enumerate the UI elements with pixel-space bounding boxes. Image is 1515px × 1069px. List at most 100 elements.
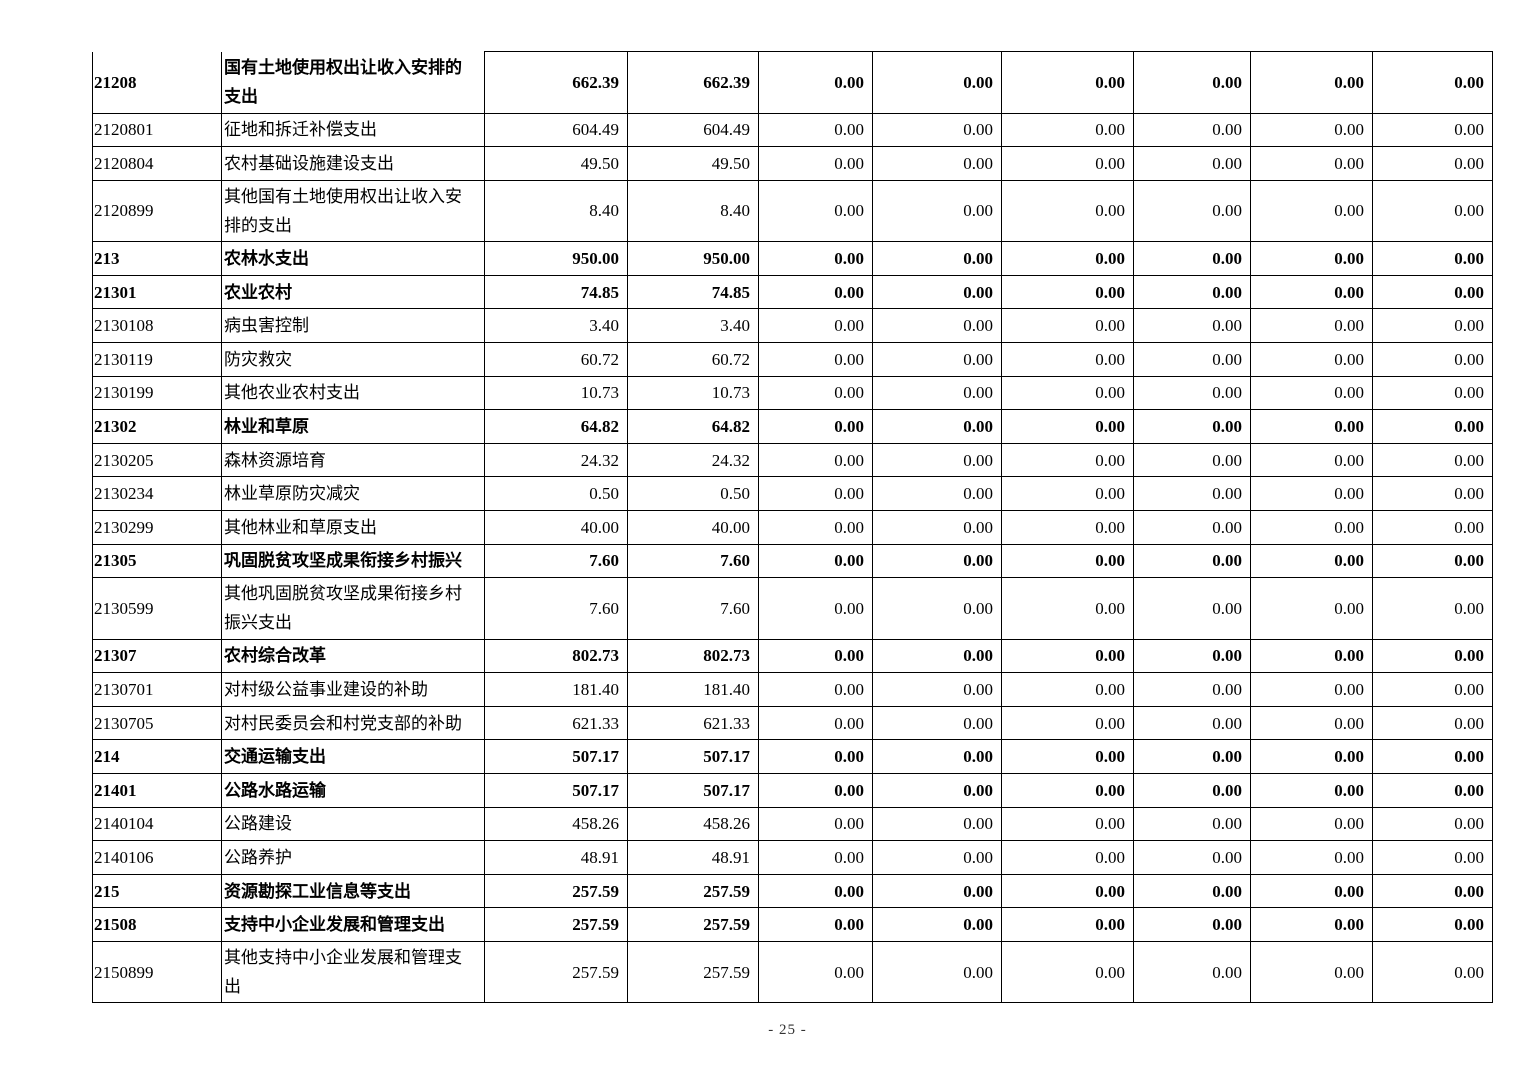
amount-cell: 950.00 <box>484 241 628 276</box>
amount-cell: 0.00 <box>758 705 873 741</box>
amount-cell: 0.00 <box>1001 241 1134 276</box>
amount-cell: 0.00 <box>872 873 1002 909</box>
table-row: 213 农林水支出 950.00 950.00 0.00 0.00 0.00 0.00 0.00… <box>92 241 1493 276</box>
amount-cell: 0.00 <box>1250 179 1373 243</box>
amount-cell: 0.00 <box>872 241 1002 276</box>
table-row: 2130599 其他巩固脱贫攻坚成果衔接乡村振兴支出 7.60 7.60 0.00 0.0… <box>92 577 1493 640</box>
table-row: 2120801 征地和拆迁补偿支出 604.49 604.49 0.00 0.00 0.00… <box>92 112 1493 148</box>
amount-cell: 0.00 <box>758 873 873 909</box>
amount-cell: 0.00 <box>1250 341 1373 377</box>
amount-cell: 0.00 <box>1001 577 1134 640</box>
amount-cell: 257.59 <box>627 940 759 1004</box>
subject-name: 其他国有土地使用权出让收入安排的支出 <box>221 179 485 243</box>
subject-name: 对村民委员会和村党支部的补助 <box>221 705 485 741</box>
amount-cell: 0.50 <box>484 476 628 511</box>
amount-cell: 257.59 <box>627 907 759 942</box>
amount-cell: 0.00 <box>758 308 873 343</box>
amount-cell: 0.00 <box>1001 341 1134 377</box>
amount-cell: 40.00 <box>484 509 628 545</box>
amount-cell: 48.91 <box>627 840 759 875</box>
amount-cell: 0.00 <box>1001 146 1134 181</box>
amount-cell: 0.00 <box>1001 112 1134 148</box>
subject-code: 21401 <box>92 773 222 808</box>
subject-code: 21305 <box>92 543 222 579</box>
amount-cell: 257.59 <box>627 873 759 909</box>
amount-cell: 0.00 <box>758 476 873 511</box>
amount-cell: 10.73 <box>484 375 628 411</box>
amount-cell: 0.00 <box>1250 739 1373 774</box>
subject-name: 其他农业农村支出 <box>221 375 485 411</box>
amount-cell: 507.17 <box>627 739 759 774</box>
amount-cell: 0.00 <box>872 409 1002 444</box>
amount-cell: 7.60 <box>484 543 628 579</box>
subject-code: 2130599 <box>92 577 222 640</box>
amount-cell: 0.00 <box>1372 577 1493 640</box>
subject-code: 214 <box>92 739 222 774</box>
amount-cell: 0.00 <box>1133 638 1251 674</box>
subject-code: 21302 <box>92 409 222 444</box>
amount-cell: 0.00 <box>1372 476 1493 511</box>
amount-cell: 0.00 <box>1250 840 1373 875</box>
table-row: 2140106 公路养护 48.91 48.91 0.00 0.00 0.00 0.00 0.0… <box>92 840 1493 875</box>
amount-cell: 621.33 <box>484 705 628 741</box>
amount-cell: 0.00 <box>1133 476 1251 511</box>
table-row: 2130234 林业草原防灾减灾 0.50 0.50 0.00 0.00 0.00 0.00 0… <box>92 476 1493 511</box>
amount-cell: 0.00 <box>1133 773 1251 808</box>
amount-cell: 24.32 <box>484 442 628 478</box>
amount-cell: 64.82 <box>484 409 628 444</box>
subject-name: 林业草原防灾减灾 <box>221 476 485 511</box>
amount-cell: 0.00 <box>1372 840 1493 875</box>
amount-cell: 48.91 <box>484 840 628 875</box>
table-row: 21302 林业和草原 64.82 64.82 0.00 0.00 0.00 0.00 0.00… <box>92 409 1493 444</box>
amount-cell: 0.00 <box>872 146 1002 181</box>
budget-expenditure-table: 21208 国有土地使用权出让收入安排的支出 662.39 662.39 0.00 0.0… <box>92 51 1493 1004</box>
amount-cell: 0.00 <box>1250 409 1373 444</box>
amount-cell: 0.00 <box>872 442 1002 478</box>
amount-cell: 0.00 <box>1372 274 1493 310</box>
subject-code: 2150899 <box>92 940 222 1004</box>
amount-cell: 0.00 <box>1372 409 1493 444</box>
subject-name: 农村综合改革 <box>221 638 485 674</box>
subject-name: 农村基础设施建设支出 <box>221 146 485 181</box>
amount-cell: 0.00 <box>872 907 1002 942</box>
amount-cell: 0.00 <box>1001 773 1134 808</box>
amount-cell: 10.73 <box>627 375 759 411</box>
amount-cell: 802.73 <box>484 638 628 674</box>
amount-cell: 0.00 <box>1001 274 1134 310</box>
amount-cell: 0.00 <box>758 806 873 842</box>
amount-cell: 0.00 <box>1133 739 1251 774</box>
amount-cell: 0.00 <box>1133 442 1251 478</box>
amount-cell: 49.50 <box>484 146 628 181</box>
amount-cell: 0.00 <box>758 409 873 444</box>
subject-name: 病虫害控制 <box>221 308 485 343</box>
table-row: 2120899 其他国有土地使用权出让收入安排的支出 8.40 8.40 0.00 0.0… <box>92 179 1493 243</box>
table-row: 21307 农村综合改革 802.73 802.73 0.00 0.00 0.00 0.00 0… <box>92 638 1493 674</box>
subject-name: 支持中小企业发展和管理支出 <box>221 907 485 942</box>
page-number: - 25 - <box>768 1022 807 1038</box>
amount-cell: 3.40 <box>484 308 628 343</box>
subject-name: 公路建设 <box>221 806 485 842</box>
amount-cell: 0.00 <box>1372 638 1493 674</box>
table-row: 2140104 公路建设 458.26 458.26 0.00 0.00 0.00 0.00 0… <box>92 806 1493 842</box>
subject-name: 公路水路运输 <box>221 773 485 808</box>
amount-cell: 0.00 <box>1372 341 1493 377</box>
amount-cell: 0.00 <box>872 840 1002 875</box>
subject-code: 2130108 <box>92 308 222 343</box>
amount-cell: 0.00 <box>1250 375 1373 411</box>
subject-code: 2120804 <box>92 146 222 181</box>
amount-cell: 0.00 <box>872 375 1002 411</box>
amount-cell: 0.00 <box>758 375 873 411</box>
amount-cell: 3.40 <box>627 308 759 343</box>
amount-cell: 0.00 <box>872 806 1002 842</box>
amount-cell: 181.40 <box>627 672 759 707</box>
amount-cell: 0.00 <box>1250 806 1373 842</box>
amount-cell: 0.00 <box>1372 241 1493 276</box>
amount-cell: 60.72 <box>627 341 759 377</box>
amount-cell: 0.00 <box>1133 672 1251 707</box>
subject-name: 征地和拆迁补偿支出 <box>221 112 485 148</box>
amount-cell: 0.00 <box>1250 940 1373 1004</box>
table-row: 2130705 对村民委员会和村党支部的补助 621.33 621.33 0.00 0.0… <box>92 705 1493 741</box>
subject-code: 2130119 <box>92 341 222 377</box>
subject-code: 2120899 <box>92 179 222 243</box>
amount-cell: 0.00 <box>1372 739 1493 774</box>
